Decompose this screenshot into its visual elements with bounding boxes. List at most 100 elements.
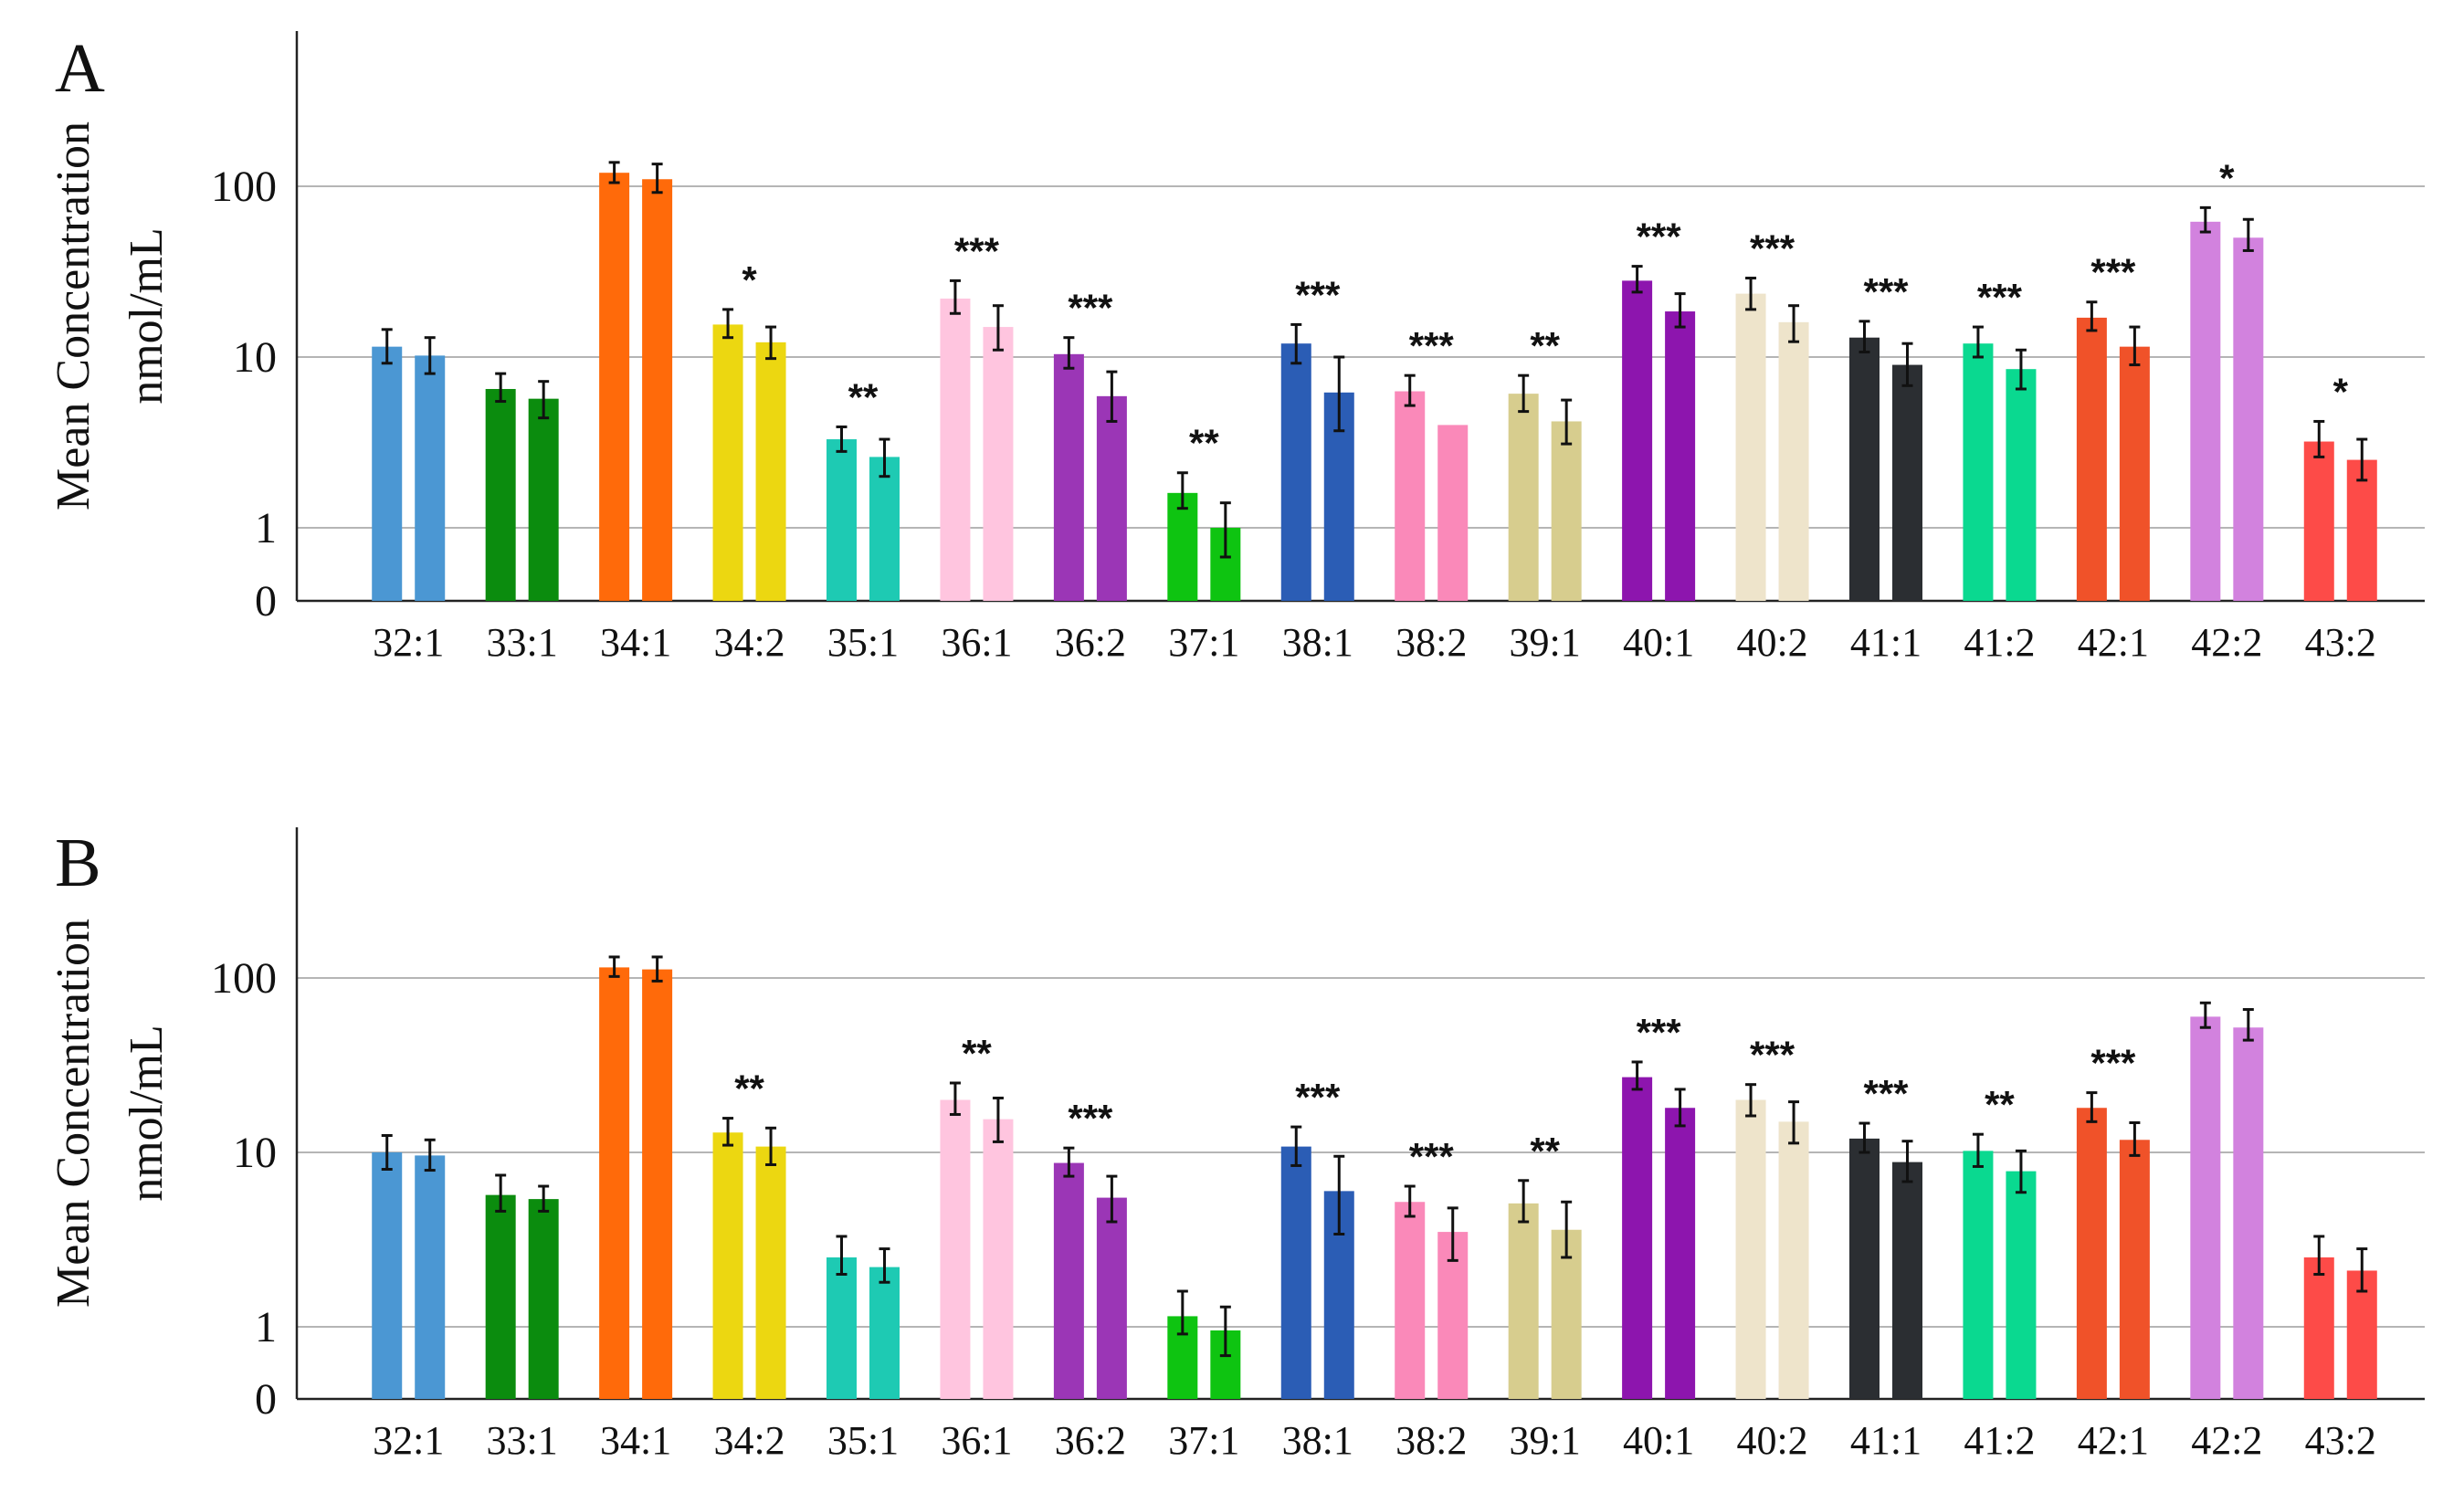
bar [1395,391,1426,601]
bar [1778,321,1809,601]
bar [415,355,446,601]
significance-label: *** [954,229,1000,272]
x-tick-label: 42:2 [2191,620,2262,665]
bar [755,342,786,601]
bar [1167,492,1198,601]
bar [1280,1146,1311,1399]
bar [1892,364,1922,601]
bar [2303,441,2334,601]
x-tick-label: 33:1 [487,620,558,665]
bar [2119,1140,2150,1399]
bar [712,324,743,601]
bar [1096,1197,1127,1399]
significance-label: *** [1637,1011,1682,1054]
significance-label: *** [2090,1042,2136,1085]
significance-label: *** [1863,1072,1909,1115]
bar [940,298,971,601]
x-tick-label: 41:1 [1850,620,1922,665]
bar [1665,1108,1696,1399]
bar [372,1152,403,1399]
bar [1053,353,1084,601]
bar [827,439,857,601]
bar [2006,1171,2037,1399]
x-tick-label: 34:2 [713,1418,784,1463]
bar [1437,425,1469,601]
y-tick-label: 1 [255,1303,277,1351]
bar [712,1132,743,1399]
significance-label: * [2219,156,2235,199]
x-tick-label: 38:1 [1282,1418,1353,1463]
bar [2346,459,2377,601]
y-tick-label: 10 [233,1129,277,1177]
significance-label: *** [1068,1097,1113,1140]
significance-label: ** [1985,1083,2015,1126]
x-tick-label: 38:2 [1395,620,1467,665]
panel-a: 0 1 10 100 A Mean Concentration nmol/mL 32:1 33:… [47,30,2425,665]
x-tick-label: 38:1 [1282,620,1353,665]
bar [1508,394,1539,601]
significance-label: *** [1750,227,1795,270]
significance-label: *** [2090,251,2136,294]
y-tick-label: 0 [255,577,277,626]
x-tick-label: 36:2 [1055,620,1126,665]
bar [528,1199,559,1399]
panel-letter: A [55,30,105,107]
bar [2190,1016,2221,1399]
bar [1053,1162,1084,1399]
bar [485,1194,516,1399]
x-tick-label: 34:1 [600,1418,671,1463]
bar [1551,421,1582,601]
y-axis-label: Mean Concentration [47,121,100,510]
x-tick-label: 40:1 [1623,1418,1694,1463]
significance-label: * [2333,370,2349,413]
bar [1622,280,1653,601]
bar [2303,1256,2334,1399]
significance-label: * [742,258,757,301]
bar [599,173,630,601]
bar [1892,1162,1922,1399]
x-tick-label: 42:1 [2078,1418,2149,1463]
bar [869,1267,900,1399]
bar [372,346,403,601]
significance-label: *** [1637,216,1682,258]
bar [1096,395,1127,601]
x-tick-label: 41:2 [1964,620,2035,665]
significance-label: *** [1068,287,1113,330]
bar [2006,369,2037,601]
bar [2233,1027,2264,1399]
x-tick-label: 36:1 [941,620,1012,665]
significance-label: ** [962,1032,992,1075]
bar [2076,1108,2107,1399]
bar [599,967,630,1399]
x-tick-label: 43:2 [2305,1418,2376,1463]
bar [1508,1203,1539,1399]
bar [1849,337,1880,601]
significance-label: *** [1295,273,1341,316]
x-tick-label: 40:2 [1736,620,1807,665]
bar [1963,1151,1994,1399]
y-tick-label: 100 [211,954,277,1003]
x-tick-label: 40:2 [1736,1418,1807,1463]
x-tick-label: 35:1 [827,620,899,665]
y-tick-label: 10 [233,333,277,382]
significance-label: *** [1977,276,2023,319]
x-tick-label: 42:2 [2191,1418,2262,1463]
x-tick-label: 36:2 [1055,1418,1126,1463]
bar [1665,311,1696,601]
x-tick-label: 38:2 [1395,1418,1467,1463]
x-tick-label: 41:1 [1850,1418,1922,1463]
bar [642,179,673,601]
significance-label: *** [1409,324,1455,367]
x-tick-label: 40:1 [1623,620,1694,665]
bar [1963,343,1994,601]
x-tick-label: 42:1 [2078,620,2149,665]
x-tick-label: 32:1 [373,1418,444,1463]
x-tick-label: 34:1 [600,620,671,665]
bar [1849,1138,1880,1399]
x-tick-label: 43:2 [2305,620,2376,665]
significance-label: *** [1409,1135,1455,1178]
significance-label: *** [1295,1076,1341,1119]
x-tick-label: 34:2 [713,620,784,665]
